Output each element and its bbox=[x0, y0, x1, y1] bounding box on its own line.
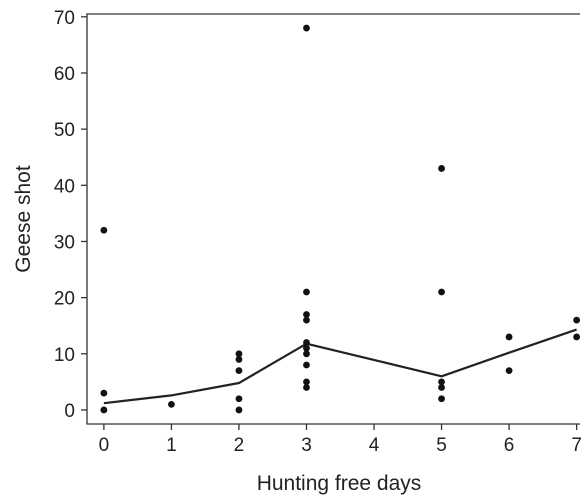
x-tick-label: 2 bbox=[234, 435, 245, 456]
data-point bbox=[235, 350, 243, 358]
y-tick-label: 40 bbox=[54, 176, 75, 197]
scatter-points-layer bbox=[100, 24, 581, 414]
data-point bbox=[303, 350, 310, 358]
data-point bbox=[438, 395, 445, 403]
data-point bbox=[505, 367, 513, 375]
data-point bbox=[303, 311, 310, 318]
x-tick-label: 3 bbox=[301, 435, 312, 456]
y-tick-label: 50 bbox=[54, 120, 75, 141]
trend-line bbox=[103, 328, 577, 405]
x-tick-label: 6 bbox=[504, 435, 515, 456]
data-point bbox=[235, 356, 243, 363]
y-axis-title: Geese shot bbox=[12, 165, 35, 273]
x-tick-label: 1 bbox=[166, 435, 177, 456]
y-tick-label: 60 bbox=[54, 64, 75, 85]
x-tick-label: 0 bbox=[99, 435, 110, 456]
x-axis: 0 1 2 3 4 5 6 7 bbox=[99, 424, 582, 456]
data-point bbox=[303, 361, 310, 369]
data-point bbox=[438, 378, 445, 386]
plot-frame-border bbox=[86, 13, 580, 425]
data-point bbox=[235, 406, 243, 414]
data-point bbox=[303, 384, 310, 391]
data-point bbox=[438, 165, 445, 172]
trend-line-layer bbox=[103, 328, 577, 405]
y-tick-label: 20 bbox=[54, 289, 75, 310]
data-point bbox=[303, 316, 310, 324]
data-point bbox=[303, 24, 310, 32]
data-point bbox=[303, 344, 310, 352]
data-point bbox=[168, 400, 175, 408]
y-tick-label: 70 bbox=[54, 8, 75, 29]
x-tick-label: 4 bbox=[369, 435, 380, 456]
x-axis-title: Hunting free days bbox=[257, 472, 422, 495]
data-point bbox=[100, 226, 108, 234]
y-tick-label: 10 bbox=[54, 345, 75, 366]
y-axis: 0 10 20 30 40 50 60 70 bbox=[54, 8, 87, 422]
y-tick-label: 0 bbox=[64, 401, 75, 422]
y-tick-label: 30 bbox=[54, 232, 75, 253]
data-point bbox=[303, 288, 310, 296]
data-point bbox=[235, 395, 243, 403]
x-tick-label: 7 bbox=[571, 435, 582, 456]
data-point bbox=[573, 316, 581, 324]
data-point bbox=[235, 367, 243, 375]
data-point bbox=[303, 378, 310, 386]
data-point bbox=[438, 384, 445, 391]
data-point bbox=[438, 288, 445, 296]
data-point bbox=[573, 333, 581, 341]
data-point bbox=[100, 389, 108, 397]
x-tick-label: 5 bbox=[436, 435, 447, 456]
data-point bbox=[303, 339, 310, 346]
data-point bbox=[100, 406, 108, 414]
plot-frame bbox=[86, 13, 580, 425]
data-point bbox=[505, 333, 513, 341]
